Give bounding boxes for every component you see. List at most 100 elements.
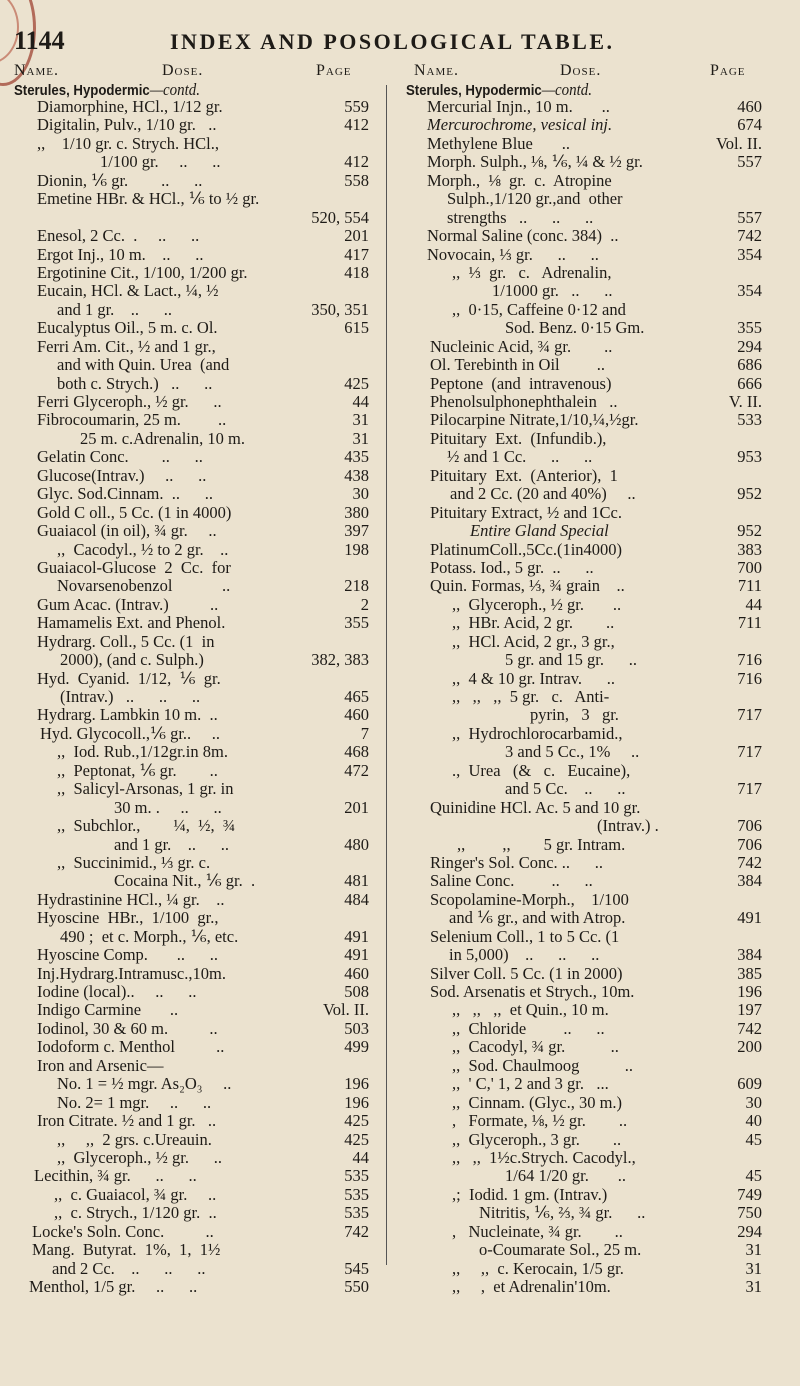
index-entry-line: Hyd. Glycocoll.,⅙ gr.. .. 7	[37, 724, 369, 743]
index-entry-line: ,, Iod. Rub.,1/12gr.in 8m. 468	[37, 742, 369, 762]
entry-page: 465	[344, 687, 369, 706]
index-entry-line: Hyoscine HBr., 1/100 gr.,	[37, 908, 369, 927]
entry-text: Normal Saline (conc. 384) ..	[427, 226, 619, 246]
entry-text: ,, Glyceroph., 3 gr. ..	[452, 1129, 622, 1149]
index-entry-line: Lecithin, ¾ gr. .. .. 535	[34, 1166, 369, 1185]
entry-page: 355	[737, 318, 762, 338]
entry-text: Sod. Benz. 0·15 Gm.	[505, 318, 645, 338]
index-entry-line: Eucain, HCl. & Lact., ¼, ½	[37, 281, 369, 301]
column-divider	[386, 85, 387, 1265]
entry-text: pyrin, 3 gr.	[530, 705, 619, 725]
entry-text: ,, ,, ,, 5 gr. c. Anti-	[452, 687, 610, 706]
entry-text: in 5,000) .. .. ..	[449, 945, 600, 965]
entry-text: Morph., ⅛ gr. c. Atropine	[427, 170, 612, 190]
entry-text: Phenolsulphonephthalein ..	[430, 392, 618, 411]
index-entry-line: Ergot Inj., 10 m. .. .. 417	[37, 245, 369, 264]
entry-page: 952	[737, 521, 762, 541]
entry-page: 706	[737, 834, 762, 854]
entry-text: Peptone (and intravenous)	[430, 373, 612, 393]
entry-text: ., Urea (& c. Eucaine),	[452, 760, 631, 780]
index-entry-line: Emetine HBr. & HCl., ⅙ to ½ gr.	[37, 189, 369, 208]
index-entry-line: in 5,000) .. .. .. 384	[427, 945, 762, 965]
index-entry-line: ,, c. Strych., 1/120 gr. .. 535	[37, 1203, 369, 1223]
index-entry-line: 1/64 1/20 gr. .. 45	[427, 1166, 762, 1186]
entry-text: ,, Cacodyl, ¾ gr. ..	[452, 1037, 619, 1057]
index-entry-line: ,, Subchlor., ¼, ½, ¾	[37, 816, 369, 835]
entry-text: Ergotinine Cit., 1/100, 1/200 gr.	[37, 262, 248, 282]
entry-page: 44	[352, 392, 370, 411]
index-entry-line: Entire Gland Special 952	[427, 521, 762, 541]
entry-page: 558	[344, 170, 369, 190]
entry-text: (Intrav.) .. .. ..	[60, 687, 201, 706]
entry-page: 382, 383	[311, 650, 369, 670]
column-header-page: Page	[316, 62, 352, 79]
entry-page: 535	[344, 1203, 369, 1223]
entry-page: 499	[344, 1037, 369, 1057]
index-entry-line: Hydrarg. Coll., 5 Cc. (1 in	[37, 632, 369, 651]
entry-text: Eucalyptus Oil., 5 m. c. Ol.	[37, 318, 218, 338]
index-entry-line: 490 ; et c. Morph., ⅙, etc. 491	[37, 927, 369, 946]
entry-page: 31	[352, 410, 370, 430]
entry-page: 412	[344, 152, 369, 172]
entry-page: 742	[737, 1018, 762, 1038]
index-entry-line: Menthol, 1/5 gr. .. .. 550	[29, 1277, 369, 1296]
entry-text: ,, Cinnam. (Glyc., 30 m.)	[452, 1092, 623, 1112]
index-entry-line: Guaiacol-Glucose 2 Cc. for	[37, 558, 369, 577]
index-entry-line: Selenium Coll., 1 to 5 Cc. (1	[427, 927, 762, 946]
entry-text: 1/64 1/20 gr. ..	[505, 1166, 627, 1186]
index-entry-line: Scopolamine-Morph., 1/100	[427, 889, 762, 909]
entry-text: Quin. Formas, ⅓, ¾ grain ..	[430, 576, 625, 596]
entry-page: 615	[344, 318, 369, 338]
entry-text: Potass. Iod., 5 gr. .. ..	[430, 557, 594, 577]
index-entry-line: ., Urea (& c. Eucaine),	[427, 760, 762, 780]
index-entry-line: Sulph.,1/120 gr.,and other	[427, 189, 762, 208]
index-entry-line: 1/1000 gr. .. .. 354	[427, 281, 762, 300]
index-entry-line: Ferri Am. Cit., ½ and 1 gr.,	[37, 337, 369, 356]
entry-text: Hydrarg. Lambkin 10 m. ..	[37, 705, 218, 725]
column-header-dose: Dose.	[560, 62, 602, 79]
entry-text: ,, Chloride .. ..	[452, 1018, 605, 1038]
entry-text: and ⅙ gr., and with Atrop.	[449, 908, 626, 928]
entry-page: 750	[737, 1203, 762, 1223]
index-entry-line: Iodinol, 30 & 60 m. .. 503	[37, 1019, 369, 1038]
index-entry-line: No. 2= 1 mgr. .. .. 196	[37, 1093, 369, 1112]
entry-text: Gelatin Conc. .. ..	[37, 447, 203, 467]
entry-text: ½ and 1 Cc. .. ..	[447, 447, 593, 467]
entry-text: Mercurial Injn., 10 m. ..	[427, 97, 610, 116]
entry-text: Methylene Blue ..	[427, 133, 570, 153]
index-entry-line: (Intrav.) . 706	[427, 816, 762, 836]
index-entry-line: Hyoscine Comp. .. .. 491	[37, 945, 369, 964]
entry-text: and with Quin. Urea (and	[57, 355, 230, 375]
entry-text: 3 and 5 Cc., 1% ..	[505, 742, 640, 762]
entry-text: ,, ,, 1½c.Strych. Cacodyl.,	[452, 1147, 636, 1167]
index-entry-line: ,, ' C,' 1, 2 and 3 gr. ... 609	[427, 1074, 762, 1094]
index-entry-line: Indigo Carmine .. Vol. II.	[37, 1000, 369, 1019]
entry-text: Eucain, HCl. & Lact., ¼, ½	[37, 281, 219, 301]
entry-text: Pituitary Ext. (Anterior), 1	[430, 465, 618, 485]
entry-text: ,, Glyceroph., ½ gr. ..	[57, 1147, 222, 1167]
index-entry-line: Gold C oll., 5 Cc. (1 in 4000) 380	[37, 502, 369, 522]
entry-page: 559	[344, 97, 369, 116]
entry-text: Fibrocoumarin, 25 m. ..	[37, 410, 227, 430]
entry-text: Gold C oll., 5 Cc. (1 in 4000)	[37, 502, 232, 522]
entry-text: Quinidine HCl. Ac. 5 and 10 gr.	[430, 797, 641, 817]
index-entry-line: Potass. Iod., 5 gr. .. .. 700	[427, 557, 762, 577]
entry-text: o-Coumarate Sol., 25 m.	[479, 1240, 642, 1260]
section-title: Sterules, Hypodermic	[14, 82, 150, 99]
entry-text: Scopolamine-Morph., 1/100	[430, 889, 629, 909]
entry-text: ,, 4 & 10 gr. Intrav. ..	[452, 668, 615, 688]
entry-text: Diamorphine, HCl., 1/12 gr.	[37, 97, 223, 116]
index-entry-line: ,, Chloride .. .. 742	[427, 1018, 762, 1038]
entry-text: strengths .. .. ..	[447, 207, 594, 227]
entry-text: ,, ' C,' 1, 2 and 3 gr. ...	[452, 1074, 609, 1094]
entry-page: 468	[344, 742, 369, 762]
index-entry-line: Hydrastinine HCl., ¼ gr. .. 484	[37, 890, 369, 909]
index-column-left: Diamorphine, HCl., 1/12 gr. 559 Digitalin,…	[29, 97, 370, 1296]
index-entry-line: Peptone (and intravenous) 666	[427, 373, 762, 393]
entry-text: Novocain, ⅓ gr. .. ..	[427, 244, 599, 264]
index-entry-line: Methylene Blue .. Vol. II.	[427, 133, 762, 153]
index-entry-line: ½ and 1 Cc. .. .. 953	[427, 447, 762, 467]
index-entry-line: Pilocarpine Nitrate,1/10,¼,½gr. 533	[427, 410, 762, 429]
entry-text: Silver Coll. 5 Cc. (1 in 2000)	[430, 963, 623, 983]
entry-text: (Intrav.) .	[597, 816, 659, 836]
